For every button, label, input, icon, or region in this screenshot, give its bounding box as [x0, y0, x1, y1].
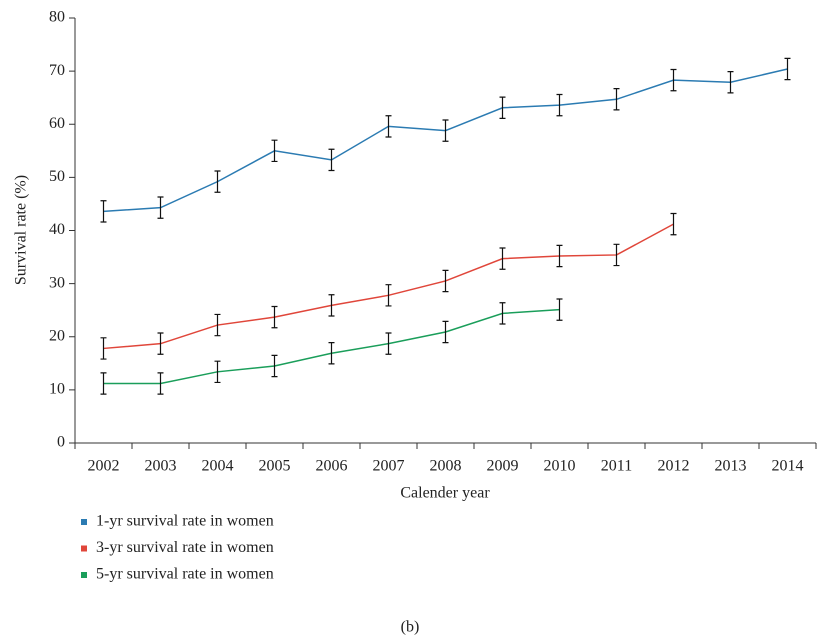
y-tick-label: 0 — [57, 434, 65, 451]
caption: (b) — [401, 619, 420, 636]
y-tick-label: 40 — [49, 221, 65, 238]
error-bar — [556, 93, 563, 117]
error-bar — [499, 96, 506, 120]
x-tick-label: 2005 — [259, 458, 291, 475]
y-tick-label: 30 — [49, 274, 65, 291]
error-bar — [613, 88, 620, 111]
error-bar — [271, 305, 278, 329]
legend-label: 3-yr survival rate in women — [96, 539, 274, 556]
error-bar — [328, 294, 335, 317]
x-tick-label: 2008 — [430, 458, 462, 475]
y-tick-label: 50 — [49, 168, 65, 185]
x-tick-label: 2009 — [487, 458, 519, 475]
error-bar — [328, 148, 335, 172]
error-bar — [670, 212, 677, 236]
y-tick-label: 20 — [49, 327, 65, 344]
error-bar — [670, 68, 677, 92]
x-tick-label: 2013 — [715, 458, 747, 475]
error-bar — [157, 372, 164, 395]
legend-swatch — [81, 572, 87, 578]
error-bar — [328, 341, 335, 365]
y-axis-label: Survival rate (%) — [13, 175, 30, 285]
error-bar — [442, 269, 449, 293]
error-bar — [385, 284, 392, 307]
error-bar — [385, 332, 392, 355]
error-bar — [214, 360, 221, 384]
error-bar — [784, 57, 791, 81]
x-tick-label: 2002 — [88, 458, 120, 475]
y-tick-label: 10 — [49, 381, 65, 398]
error-bar — [499, 302, 506, 325]
error-bar — [100, 200, 107, 223]
error-bar — [385, 115, 392, 138]
legend-label: 1-yr survival rate in women — [96, 513, 274, 530]
error-bar — [442, 320, 449, 344]
x-tick-label: 2007 — [373, 458, 405, 475]
error-bar — [499, 247, 506, 270]
error-bar — [214, 170, 221, 193]
error-bar — [214, 313, 221, 337]
y-tick-label: 80 — [49, 9, 65, 26]
x-tick-label: 2011 — [601, 458, 632, 475]
x-tick-label: 2004 — [202, 458, 234, 475]
error-bar — [271, 139, 278, 163]
legend-swatch — [81, 519, 87, 525]
error-bar — [556, 298, 563, 321]
legend-swatch — [81, 545, 87, 552]
legend-label: 5-yr survival rate in women — [96, 566, 274, 583]
y-tick-label: 60 — [49, 115, 65, 132]
error-bar — [556, 244, 563, 268]
x-tick-label: 2014 — [772, 458, 804, 475]
error-bar — [727, 71, 734, 94]
error-bar — [442, 119, 449, 142]
x-tick-label: 2003 — [145, 458, 177, 475]
error-bar — [157, 196, 164, 219]
error-bar — [100, 337, 107, 360]
error-bar — [271, 354, 278, 378]
x-axis-label: Calender year — [400, 485, 490, 502]
y-tick-label: 70 — [49, 62, 65, 79]
x-tick-label: 2012 — [658, 458, 690, 475]
error-bar — [100, 372, 107, 395]
error-bar — [613, 243, 620, 267]
x-tick-label: 2010 — [544, 458, 576, 475]
error-bar — [157, 332, 164, 355]
x-tick-label: 2006 — [316, 458, 348, 475]
